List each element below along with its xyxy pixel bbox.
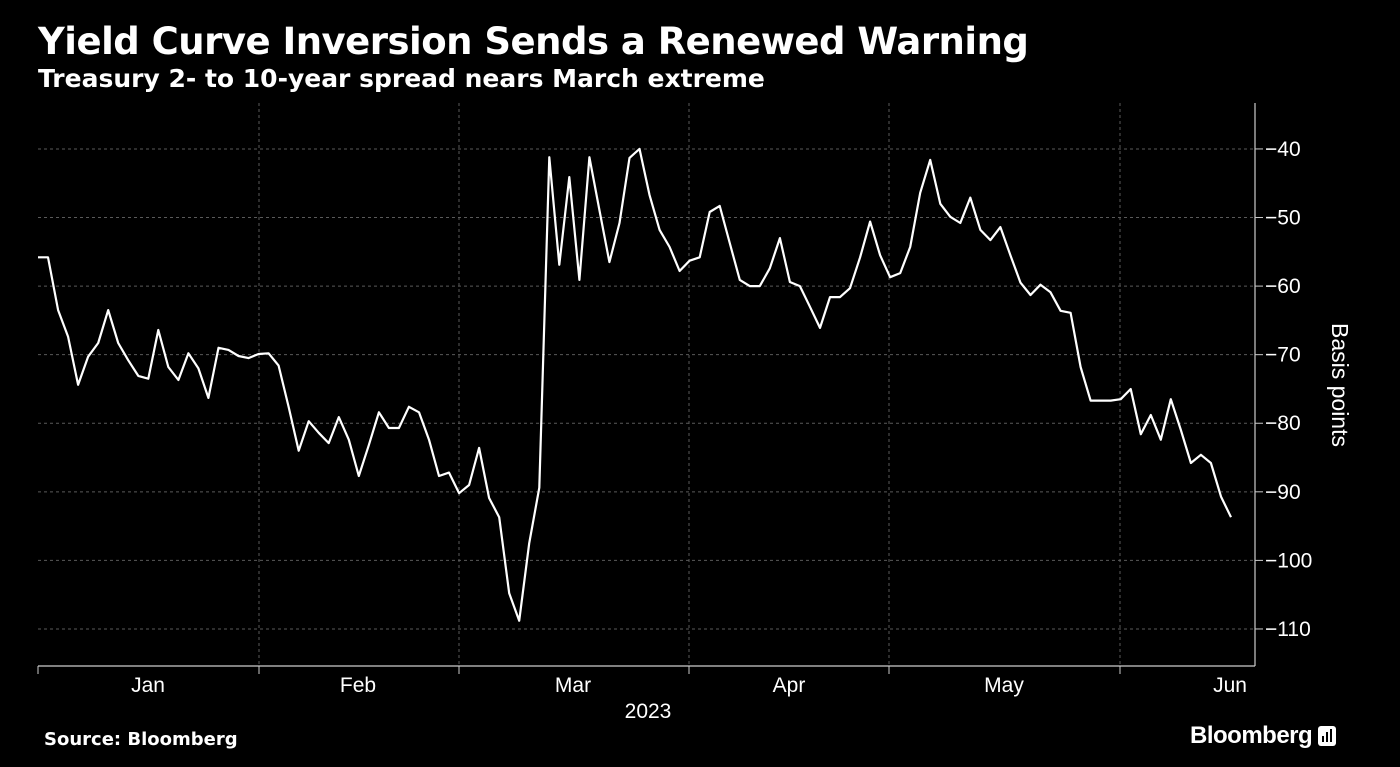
y-tick-label: −50: [1265, 207, 1301, 230]
source-note: Source: Bloomberg: [44, 729, 238, 750]
spread-series-line: [38, 147, 1232, 622]
y-tick-label: −70: [1265, 344, 1301, 367]
x-tick-label: Feb: [340, 674, 376, 697]
y-tick-label: −40: [1265, 138, 1301, 161]
bloomberg-logo: Bloomberg: [1190, 722, 1337, 750]
chart-subtitle: Treasury 2- to 10-year spread nears Marc…: [38, 64, 765, 93]
x-tick-label: Jun: [1213, 674, 1247, 697]
x-tick-label: Mar: [555, 674, 591, 697]
logo-text: Bloomberg: [1190, 722, 1313, 749]
y-tick-label: −100: [1265, 549, 1312, 572]
y-tick-label: −90: [1265, 481, 1301, 504]
x-tick-label: May: [984, 674, 1024, 697]
bloomberg-chart-icon: [1318, 726, 1337, 746]
y-axis-label: Basis points: [1327, 323, 1353, 447]
chart-title: Yield Curve Inversion Sends a Renewed Wa…: [38, 20, 1029, 63]
x-tick-label: Apr: [773, 674, 806, 697]
y-tick-label: −60: [1265, 275, 1301, 298]
x-axis-label: 2023: [625, 700, 672, 723]
y-tick-label: −80: [1265, 412, 1301, 435]
x-tick-label: Jan: [131, 674, 165, 697]
y-tick-label: −110: [1265, 618, 1311, 641]
